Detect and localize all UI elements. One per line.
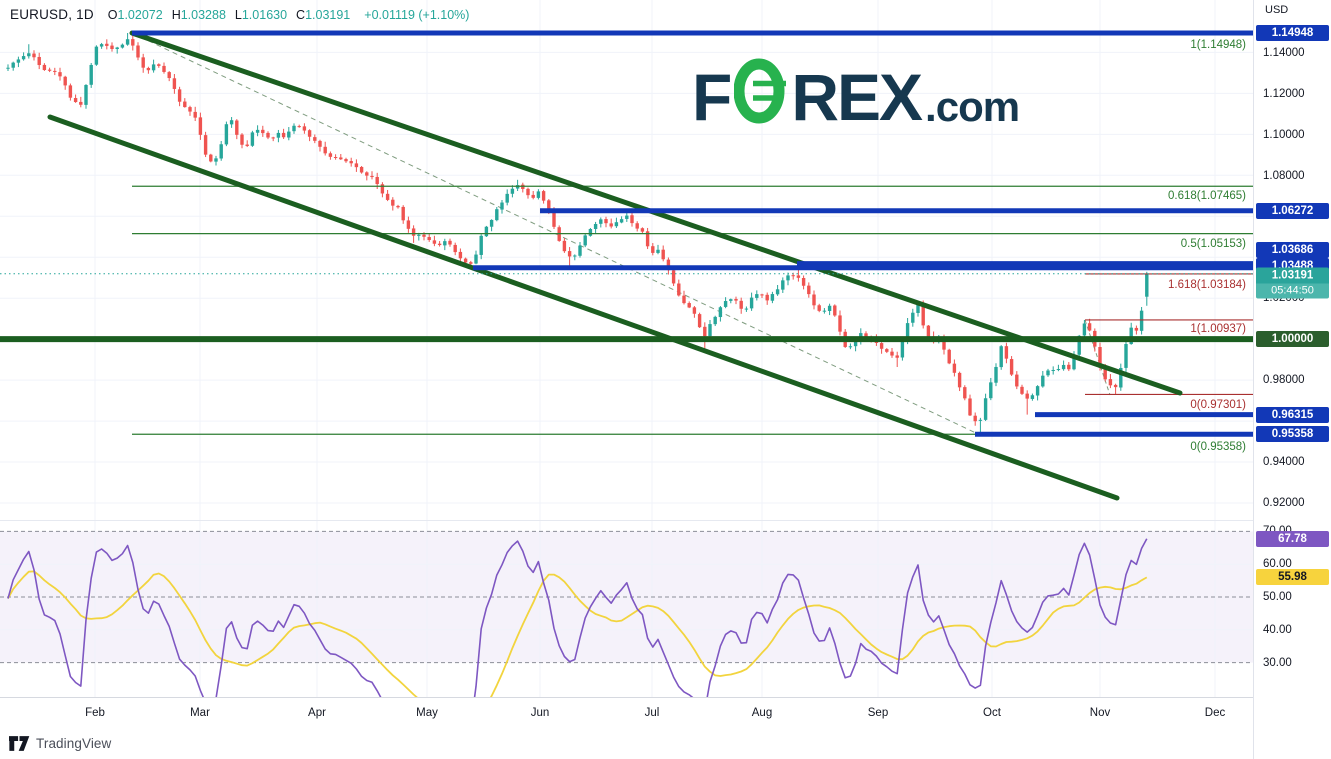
month-label-aug: Aug [751, 706, 773, 719]
month-label-feb: Feb [85, 706, 105, 719]
month-label-nov: Nov [1089, 706, 1111, 719]
price-tick: 0.92000 [1263, 497, 1305, 509]
month-label-oct: Oct [983, 706, 1001, 719]
fib-label: 0(0.95358) [1190, 441, 1246, 453]
fib-label: 0.5(1.05153) [1181, 238, 1246, 250]
rsi-pane-canvas[interactable] [0, 521, 1253, 697]
price-pane-canvas[interactable]: 1(1.14948) 0.618(1.07465) 0.5(1.05153) 0(0.… [0, 0, 1253, 520]
current-price-badge: 1.03191 05:44:50 [1256, 267, 1329, 299]
price-level-badge: 1.14948 [1256, 25, 1329, 41]
axis-currency-label: USD [1265, 4, 1289, 16]
tradingview-logo-link[interactable]: TradingView [9, 736, 111, 751]
bar-countdown: 05:44:50 [1256, 283, 1329, 299]
symbol-legend[interactable]: EURUSD, 1D O1.02072 H1.03288 L1.01630 C1.03… [10, 7, 469, 22]
price-scale-axis[interactable]: USD 1.140001.120001.100001.080001.020000… [1253, 0, 1331, 759]
price-level-badge: 0.95358 [1256, 426, 1329, 442]
fib-label: 0.618(1.07465) [1168, 190, 1246, 202]
price-level-badge: 1.03686 [1256, 242, 1329, 258]
ohlc-values: O1.02072 H1.03288 L1.01630 C1.03191 [108, 8, 351, 22]
ohlc-pair: H1.03288 [171, 8, 226, 22]
price-level-badge: 0.96315 [1256, 407, 1329, 423]
month-label-jul: Jul [644, 706, 660, 719]
fib-label: 1(1.14948) [1190, 39, 1246, 51]
rsi-tick: 40.00 [1263, 624, 1292, 636]
change-value: +0.01119 (+1.10%) [364, 8, 470, 22]
price-tick: 1.08000 [1263, 170, 1305, 182]
rsi-tick: 60.00 [1263, 558, 1292, 570]
price-tick: 0.94000 [1263, 456, 1305, 468]
rsi-value-badge: 55.98 [1256, 569, 1329, 585]
rsi-value-badge: 67.78 [1256, 531, 1329, 547]
month-label-mar: Mar [190, 706, 210, 719]
fib-label: 1.618(1.03184) [1168, 279, 1246, 291]
fib-label: 0(0.97301) [1190, 399, 1246, 411]
tradingview-logo-icon [9, 735, 30, 751]
price-tick: 1.12000 [1263, 88, 1305, 100]
bottom-bar: TradingView [0, 727, 1331, 759]
tradingview-logo-text: TradingView [36, 735, 112, 751]
month-label-dec: Dec [1204, 706, 1226, 719]
ohlc-pair: O1.02072 [107, 8, 163, 22]
month-label-jun: Jun [530, 706, 550, 719]
price-tick: 1.10000 [1263, 129, 1305, 141]
ohlc-pair: C1.03191 [296, 8, 351, 22]
price-level-badge: 1.06272 [1256, 203, 1329, 219]
pane-separator[interactable] [0, 520, 1331, 521]
month-label-may: May [416, 706, 438, 719]
fib-label: 1(1.00937) [1190, 323, 1246, 335]
price-level-badge: 1.00000 [1256, 331, 1329, 347]
month-label-sep: Sep [867, 706, 889, 719]
time-scale-axis[interactable]: Feb Mar Apr May Jun Jul Aug Sep Oct Nov Dec [0, 697, 1331, 728]
rsi-tick: 50.00 [1263, 591, 1292, 603]
month-label-apr: Apr [308, 706, 326, 719]
current-price-value: 1.03191 [1256, 267, 1329, 284]
price-tick: 1.14000 [1263, 47, 1305, 59]
symbol-title[interactable]: EURUSD, 1D [10, 7, 94, 22]
ohlc-pair: L1.01630 [234, 8, 288, 22]
price-tick: 0.98000 [1263, 374, 1305, 386]
rsi-tick: 30.00 [1263, 657, 1292, 669]
